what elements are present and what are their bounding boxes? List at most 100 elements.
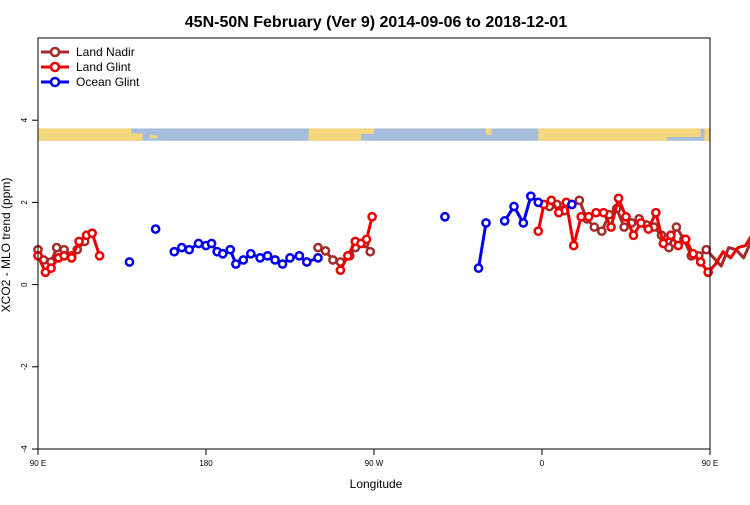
legend-label: Ocean Glint [76,75,140,89]
data-point [277,259,288,269]
data-point [576,211,587,222]
data-point [245,248,256,259]
data-point [94,250,105,261]
data-point [665,230,676,241]
x-tick-label: 180 [199,459,213,468]
data-point [651,207,661,218]
x-axis-label: Longitude [350,477,403,491]
data-point [150,224,161,234]
data-point [440,211,450,222]
data-point [206,238,217,249]
data-point [606,222,616,232]
y-tick-label: 0 [20,282,29,287]
data-point [574,195,585,206]
series-line [477,222,488,269]
data-point [176,242,187,253]
legend-marker [49,61,61,73]
x-tick-label: 90 E [30,459,46,468]
data-point [184,244,195,255]
data-point [225,244,236,255]
legend-label: Land Glint [76,60,131,74]
map-land-region [360,128,374,134]
data-point [671,222,682,232]
data-point [568,240,579,251]
data-point [473,263,484,274]
legend-marker [49,46,61,58]
data-point [703,267,713,278]
map-land-region [704,128,710,141]
data-point [533,197,544,208]
data-point [567,199,577,210]
data-point [499,216,510,226]
plot-frame [37,37,711,450]
data-point [313,242,323,253]
data-point [270,255,280,265]
map-land-region [150,135,158,139]
data-point [231,259,241,269]
y-tick-label: -2 [20,363,29,371]
data-point [262,250,273,261]
data-point [335,265,346,276]
data-point [217,248,228,259]
data-point [238,255,249,265]
map-land-region [486,128,492,135]
data-point [701,244,712,255]
data-point [66,253,77,263]
data-point [598,207,609,218]
plot-area [33,191,750,278]
y-tick-label: 2 [20,200,29,205]
data-point [301,257,312,267]
data-point [343,250,353,261]
x-tick-label: 90 W [365,459,384,468]
map-land-region [667,128,701,138]
series-land-glint [33,193,750,278]
series-line [536,196,750,274]
data-point [320,246,331,256]
map-land-region [308,128,361,141]
x-tick-label: 90 E [702,459,718,468]
x-tick-label: 0 [540,459,545,468]
legend-marker [49,76,61,88]
data-point [695,257,706,267]
data-point [294,250,305,261]
legend-item: Land Nadir [41,45,135,59]
data-point [361,234,372,245]
data-point [596,226,607,237]
data-point [589,222,600,232]
y-tick-label: -4 [20,445,29,453]
data-point [619,222,629,232]
data-point [313,253,323,263]
legend-item: Ocean Glint [41,75,140,89]
data-point [680,234,691,245]
map-land-region [538,128,668,141]
data-point [255,253,265,263]
data-point [643,224,654,234]
map-land-region [38,128,132,141]
data-point [673,240,684,251]
data-point [193,238,204,249]
data-point [591,207,601,218]
legend-label: Land Nadir [76,45,135,59]
data-point [367,211,377,222]
y-tick-label: 4 [20,117,29,122]
chart-title: 45N-50N February (Ver 9) 2014-09-06 to 2… [185,14,568,31]
data-point [51,242,62,253]
data-point [518,218,529,228]
data-point [628,230,639,241]
data-point [124,257,135,267]
data-point [688,248,699,259]
y-axis-label: XCO2 - MLO trend (ppm) [0,178,13,313]
legend-item: Land Glint [41,60,131,74]
data-point [583,211,594,222]
data-point [481,218,491,228]
world-map-strip [38,128,710,141]
data-point [636,218,646,228]
data-point [533,226,544,237]
data-point [525,191,536,202]
data-point [59,250,69,261]
series-ocean-glint [124,191,577,274]
data-point [46,263,56,274]
data-point [328,255,338,265]
